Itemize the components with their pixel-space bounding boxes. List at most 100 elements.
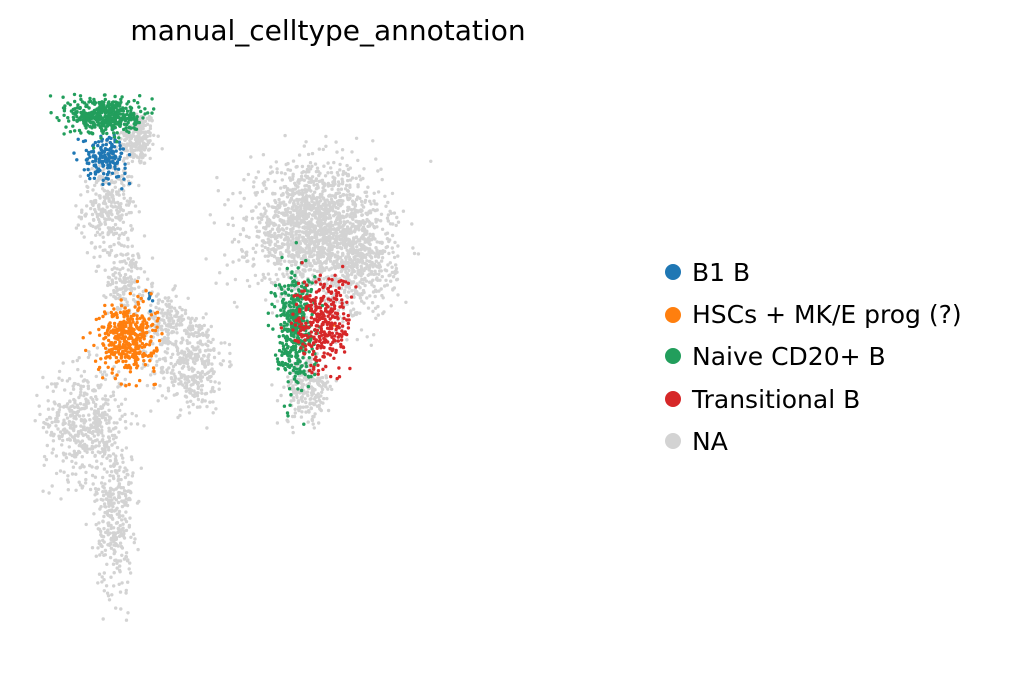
scatter-point [117, 370, 121, 374]
scatter-point [135, 314, 139, 318]
scatter-point [86, 384, 91, 388]
scatter-point [103, 248, 107, 252]
scatter-point [372, 333, 376, 337]
scatter-point [121, 266, 125, 270]
scatter-point [45, 385, 50, 389]
scatter-point [291, 395, 296, 400]
scatter-point [118, 147, 122, 151]
scatter-point [152, 369, 156, 373]
scatter-point [149, 292, 153, 296]
scatter-point [277, 245, 282, 249]
scatter-point [98, 233, 102, 237]
scatter-point [79, 390, 83, 394]
scatter-point [166, 299, 170, 303]
scatter-point [214, 281, 218, 285]
scatter-point [179, 382, 183, 386]
scatter-point [365, 252, 369, 257]
scatter-point [276, 256, 281, 261]
scatter-point [47, 491, 51, 495]
scatter-point [344, 183, 349, 188]
scatter-point [141, 299, 145, 304]
scatter-point [43, 422, 48, 426]
scatter-point [256, 216, 260, 220]
scatter-point [125, 149, 129, 153]
scatter-point [201, 331, 205, 336]
scatter-point [104, 211, 109, 215]
scatter-point [100, 544, 104, 549]
scatter-point [135, 143, 139, 147]
scatter-point [351, 217, 355, 221]
scatter-point [146, 140, 151, 145]
scatter-point [324, 266, 329, 270]
scatter-point [282, 274, 286, 279]
scatter-point [120, 173, 125, 178]
scatter-point [98, 156, 102, 160]
scatter-point [142, 148, 147, 152]
scatter-point [118, 227, 123, 231]
scatter-point [244, 234, 249, 238]
scatter-point [57, 408, 61, 412]
scatter-point [49, 430, 54, 435]
scatter-point [279, 171, 284, 175]
scatter-point [88, 487, 93, 492]
scatter-point [357, 268, 362, 273]
scatter-point [92, 255, 96, 259]
scatter-point [373, 262, 377, 266]
scatter-point [385, 216, 390, 220]
scatter-point [116, 337, 120, 341]
scatter-point [173, 284, 177, 288]
scatter-point [311, 401, 315, 405]
scatter-point [219, 341, 223, 345]
scatter-point [385, 245, 390, 249]
scatter-point [289, 239, 293, 243]
scatter-point [118, 307, 122, 311]
scatter-point [363, 248, 367, 252]
scatter-point [395, 215, 399, 220]
scatter-point [302, 210, 306, 214]
scatter-point [169, 299, 173, 303]
scatter-point [113, 180, 118, 184]
scatter-point [199, 357, 204, 361]
scatter-point [191, 360, 196, 364]
scatter-point [313, 226, 317, 230]
scatter-point [100, 575, 104, 579]
scatter-point [105, 529, 110, 533]
scatter-point [353, 228, 357, 232]
scatter-point [99, 383, 103, 387]
scatter-point [262, 183, 266, 187]
scatter-point [375, 265, 380, 269]
scatter-point [118, 564, 122, 568]
scatter-point [337, 191, 342, 195]
scatter-point [179, 372, 183, 377]
scatter-point [153, 328, 158, 333]
scatter-point [149, 351, 153, 355]
scatter-point [328, 384, 332, 389]
scatter-point [280, 211, 284, 215]
scatter-point [336, 308, 340, 313]
scatter-point [196, 370, 200, 375]
scatter-point [194, 324, 198, 328]
scatter-point [109, 537, 113, 542]
scatter-point [158, 384, 162, 388]
scatter-point [412, 251, 417, 256]
scatter-point [303, 264, 308, 268]
scatter-point [285, 210, 290, 214]
scatter-point [131, 532, 136, 536]
scatter-point [329, 197, 334, 202]
scatter-point [293, 262, 297, 267]
scatter-point [120, 448, 124, 452]
scatter-point [109, 200, 114, 205]
scatter-point [135, 279, 140, 284]
scatter-point [142, 424, 146, 428]
scatter-point [85, 123, 90, 127]
scatter-point [145, 383, 150, 388]
scatter-point [142, 351, 146, 356]
scatter-point [61, 422, 65, 426]
scatter-point [286, 419, 290, 424]
scatter-point [373, 269, 377, 273]
scatter-point [211, 411, 215, 415]
scatter-point [307, 381, 311, 386]
scatter-point [94, 402, 98, 407]
scatter-point [270, 311, 275, 315]
scatter-point [297, 179, 301, 183]
